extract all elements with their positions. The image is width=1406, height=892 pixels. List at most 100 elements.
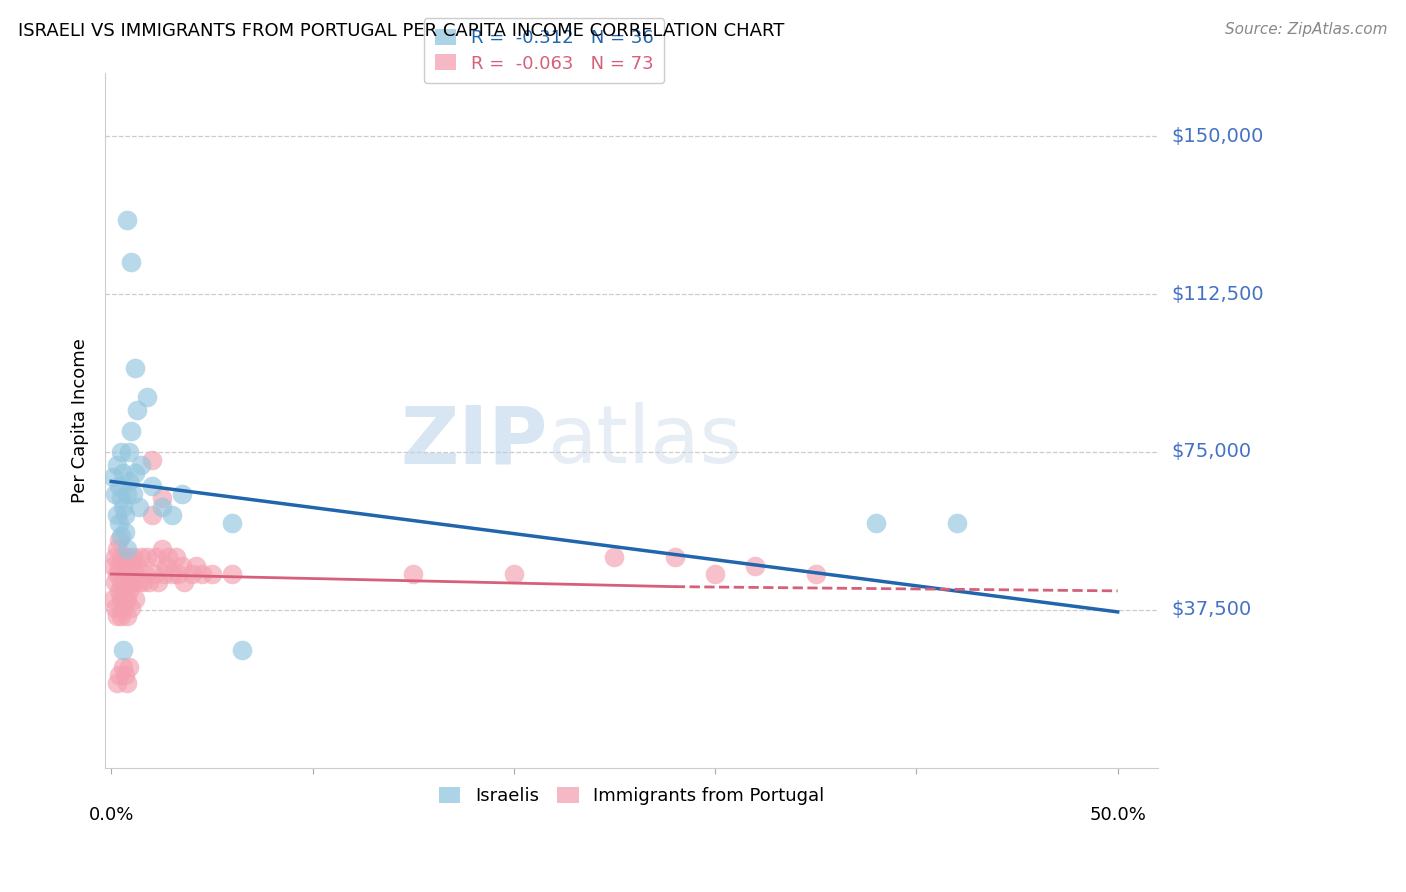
Point bbox=[110, 575, 132, 590]
Point bbox=[160, 508, 183, 522]
Point bbox=[142, 567, 165, 582]
Point bbox=[603, 550, 626, 565]
Point bbox=[105, 508, 128, 522]
Text: $112,500: $112,500 bbox=[1171, 285, 1264, 303]
Point bbox=[141, 508, 163, 522]
Point bbox=[184, 558, 207, 573]
Point bbox=[117, 609, 139, 624]
Point bbox=[103, 592, 125, 607]
Point bbox=[141, 453, 163, 467]
Point bbox=[134, 567, 156, 582]
Point bbox=[152, 567, 174, 582]
Point bbox=[945, 516, 967, 531]
Y-axis label: Per Capita Income: Per Capita Income bbox=[72, 338, 89, 503]
Point bbox=[112, 466, 135, 480]
Legend: Israelis, Immigrants from Portugal: Israelis, Immigrants from Portugal bbox=[430, 778, 834, 814]
Point bbox=[124, 567, 146, 582]
Point bbox=[136, 550, 159, 565]
Point bbox=[103, 558, 125, 573]
Point bbox=[108, 668, 131, 682]
Point bbox=[105, 541, 128, 556]
Point bbox=[122, 487, 145, 501]
Point bbox=[704, 567, 727, 582]
Point bbox=[122, 550, 145, 565]
Point bbox=[127, 558, 149, 573]
Point bbox=[146, 575, 169, 590]
Point bbox=[165, 550, 187, 565]
Text: atlas: atlas bbox=[547, 402, 742, 480]
Point bbox=[124, 592, 146, 607]
Point bbox=[128, 575, 150, 590]
Point bbox=[110, 550, 132, 565]
Point bbox=[104, 575, 127, 590]
Point bbox=[124, 466, 146, 480]
Point bbox=[117, 592, 139, 607]
Point bbox=[120, 600, 142, 615]
Text: $75,000: $75,000 bbox=[1171, 442, 1251, 461]
Point bbox=[117, 541, 139, 556]
Text: 50.0%: 50.0% bbox=[1090, 805, 1146, 824]
Point bbox=[131, 458, 153, 472]
Point bbox=[502, 567, 524, 582]
Point bbox=[110, 491, 132, 506]
Point bbox=[105, 458, 128, 472]
Point bbox=[141, 478, 163, 492]
Point bbox=[118, 475, 141, 489]
Point bbox=[136, 390, 159, 404]
Point bbox=[122, 575, 145, 590]
Point bbox=[804, 567, 827, 582]
Point bbox=[124, 360, 146, 375]
Text: Source: ZipAtlas.com: Source: ZipAtlas.com bbox=[1225, 22, 1388, 37]
Point bbox=[118, 583, 141, 598]
Point bbox=[108, 558, 131, 573]
Point bbox=[117, 487, 139, 501]
Text: 0.0%: 0.0% bbox=[89, 805, 134, 824]
Point bbox=[120, 575, 142, 590]
Text: ZIP: ZIP bbox=[401, 402, 547, 480]
Point bbox=[117, 676, 139, 690]
Point bbox=[112, 659, 135, 673]
Point bbox=[145, 550, 167, 565]
Point bbox=[160, 567, 183, 582]
Point bbox=[104, 487, 127, 501]
Point bbox=[150, 500, 173, 514]
Point bbox=[131, 550, 153, 565]
Point bbox=[150, 491, 173, 506]
Point bbox=[108, 583, 131, 598]
Point bbox=[865, 516, 887, 531]
Point bbox=[170, 487, 193, 501]
Point bbox=[108, 478, 131, 492]
Point bbox=[104, 600, 127, 615]
Point bbox=[112, 500, 135, 514]
Point bbox=[120, 424, 142, 438]
Point bbox=[155, 558, 177, 573]
Point bbox=[117, 213, 139, 227]
Point bbox=[664, 550, 686, 565]
Point bbox=[114, 550, 136, 565]
Point bbox=[105, 609, 128, 624]
Point bbox=[114, 508, 136, 522]
Point bbox=[221, 567, 243, 582]
Point bbox=[173, 575, 195, 590]
Point bbox=[120, 255, 142, 269]
Point bbox=[120, 558, 142, 573]
Point bbox=[105, 676, 128, 690]
Point bbox=[118, 659, 141, 673]
Point bbox=[150, 541, 173, 556]
Point bbox=[201, 567, 224, 582]
Point bbox=[170, 558, 193, 573]
Point bbox=[156, 550, 179, 565]
Point bbox=[166, 567, 188, 582]
Point bbox=[112, 583, 135, 598]
Point bbox=[138, 575, 160, 590]
Point bbox=[110, 609, 132, 624]
Point bbox=[114, 524, 136, 539]
Point bbox=[110, 529, 132, 543]
Point bbox=[744, 558, 766, 573]
Point bbox=[103, 470, 125, 484]
Point bbox=[118, 445, 141, 459]
Point bbox=[191, 567, 214, 582]
Point bbox=[112, 558, 135, 573]
Point bbox=[114, 668, 136, 682]
Point bbox=[114, 592, 136, 607]
